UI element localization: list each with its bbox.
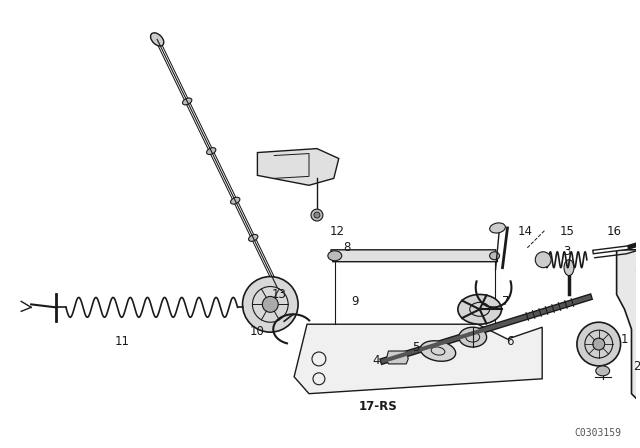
Ellipse shape (328, 251, 342, 261)
Polygon shape (257, 149, 339, 185)
Ellipse shape (490, 223, 506, 233)
Ellipse shape (593, 338, 605, 350)
Text: 2: 2 (633, 360, 640, 373)
Text: 12: 12 (330, 225, 344, 238)
Text: 13: 13 (272, 288, 287, 301)
Text: 7: 7 (502, 295, 509, 308)
Ellipse shape (230, 197, 240, 204)
Text: 16: 16 (607, 225, 622, 238)
Text: 10: 10 (250, 325, 265, 338)
Text: 9: 9 (351, 295, 358, 308)
Polygon shape (387, 351, 408, 364)
Ellipse shape (272, 282, 282, 293)
Polygon shape (294, 324, 542, 394)
Text: 8: 8 (343, 241, 350, 254)
Text: 6: 6 (506, 335, 513, 348)
Ellipse shape (577, 322, 621, 366)
Ellipse shape (243, 276, 298, 332)
Ellipse shape (490, 252, 500, 260)
Text: 1: 1 (621, 332, 628, 345)
Text: C0303159: C0303159 (575, 428, 621, 438)
Text: 15: 15 (559, 225, 575, 238)
Ellipse shape (459, 327, 486, 347)
Polygon shape (616, 250, 640, 409)
Text: 4: 4 (372, 354, 380, 367)
Ellipse shape (420, 341, 456, 361)
Text: 3: 3 (563, 246, 571, 258)
Ellipse shape (262, 297, 278, 312)
Text: 14: 14 (518, 225, 533, 238)
Text: 5: 5 (413, 340, 420, 353)
Ellipse shape (248, 234, 258, 241)
Ellipse shape (182, 98, 192, 105)
Ellipse shape (311, 209, 323, 221)
Ellipse shape (596, 366, 610, 376)
Ellipse shape (150, 33, 164, 46)
Ellipse shape (314, 212, 320, 218)
Text: 11: 11 (115, 335, 130, 348)
Ellipse shape (535, 252, 551, 267)
Polygon shape (331, 250, 497, 262)
Ellipse shape (564, 260, 574, 276)
Ellipse shape (207, 148, 216, 155)
Text: 17-RS: 17-RS (359, 400, 398, 413)
Ellipse shape (458, 294, 502, 324)
